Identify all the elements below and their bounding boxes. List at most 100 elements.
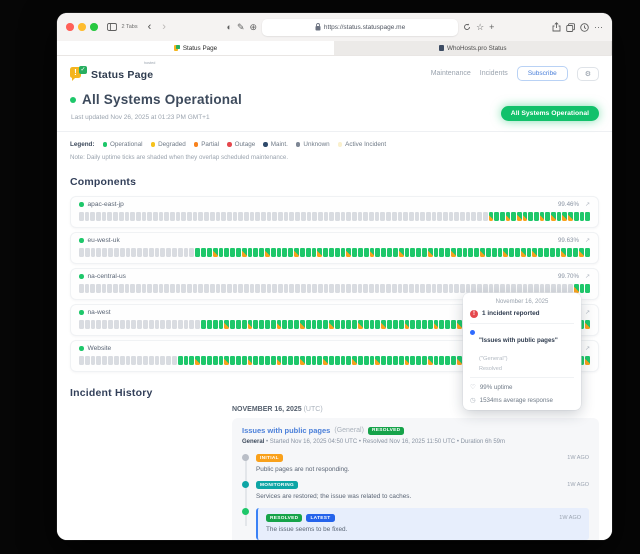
nav-maintenance[interactable]: Maintenance	[430, 70, 471, 77]
uptime-tick[interactable]	[160, 356, 166, 365]
uptime-tick[interactable]	[164, 212, 169, 221]
uptime-tick[interactable]	[482, 212, 488, 221]
appearance-icon[interactable]: ◐	[226, 21, 232, 32]
uptime-tick[interactable]	[131, 248, 137, 257]
uptime-tick[interactable]	[299, 356, 305, 365]
uptime-tick[interactable]	[166, 320, 171, 329]
settings-gear-button[interactable]: ⚙	[576, 66, 599, 81]
uptime-tick[interactable]	[511, 212, 516, 221]
uptime-tick[interactable]	[166, 248, 171, 257]
uptime-tick[interactable]	[170, 284, 175, 293]
uptime-tick[interactable]	[243, 212, 249, 221]
uptime-tick[interactable]	[306, 284, 312, 293]
uptime-tick[interactable]	[101, 212, 107, 221]
uptime-tick[interactable]	[235, 356, 241, 365]
uptime-tick[interactable]	[516, 284, 522, 293]
uptime-tick[interactable]	[340, 356, 346, 365]
site-logo[interactable]: ! ✓ Status Page hosted	[70, 61, 155, 83]
uptime-tick[interactable]	[584, 356, 590, 365]
uptime-tick[interactable]	[232, 284, 238, 293]
uptime-tick[interactable]	[201, 320, 206, 329]
external-link-icon[interactable]: ↗	[584, 238, 590, 244]
uptime-tick[interactable]	[427, 320, 433, 329]
uptime-tick[interactable]	[437, 284, 442, 293]
uptime-tick[interactable]	[124, 284, 130, 293]
uptime-tick[interactable]	[113, 320, 119, 329]
uptime-tick[interactable]	[172, 248, 177, 257]
uptime-tick[interactable]	[259, 320, 264, 329]
uptime-tick[interactable]	[544, 248, 549, 257]
uptime-tick[interactable]	[84, 320, 90, 329]
uptime-tick[interactable]	[108, 356, 113, 365]
uptime-tick[interactable]	[305, 356, 311, 365]
uptime-tick[interactable]	[247, 356, 253, 365]
uptime-tick[interactable]	[369, 356, 375, 365]
uptime-tick[interactable]	[410, 248, 416, 257]
uptime-tick[interactable]	[288, 248, 294, 257]
uptime-tick[interactable]	[562, 284, 568, 293]
uptime-tick[interactable]	[578, 248, 584, 257]
uptime-tick[interactable]	[177, 356, 183, 365]
uptime-tick[interactable]	[125, 320, 131, 329]
uptime-tick[interactable]	[141, 212, 147, 221]
uptime-tick[interactable]	[555, 248, 561, 257]
uptime-tick[interactable]	[509, 248, 514, 257]
uptime-tick-row[interactable]	[79, 212, 590, 221]
uptime-tick[interactable]	[249, 212, 255, 221]
uptime-tick[interactable]	[261, 284, 266, 293]
uptime-tick[interactable]	[195, 356, 201, 365]
uptime-tick[interactable]	[556, 212, 562, 221]
uptime-tick[interactable]	[137, 320, 142, 329]
uptime-tick[interactable]	[278, 212, 283, 221]
uptime-tick[interactable]	[363, 248, 369, 257]
uptime-tick[interactable]	[433, 248, 439, 257]
uptime-tick[interactable]	[107, 284, 113, 293]
uptime-tick[interactable]	[340, 212, 346, 221]
uptime-tick[interactable]	[392, 356, 398, 365]
uptime-tick[interactable]	[154, 320, 160, 329]
url-text[interactable]: https://status.statuspage.me	[323, 23, 406, 31]
uptime-tick[interactable]	[102, 356, 108, 365]
address-bar[interactable]: https://status.statuspage.me	[262, 18, 459, 36]
uptime-tick[interactable]	[238, 212, 243, 221]
uptime-tick[interactable]	[445, 248, 450, 257]
uptime-tick[interactable]	[545, 284, 551, 293]
uptime-tick[interactable]	[445, 356, 450, 365]
uptime-tick[interactable]	[265, 248, 270, 257]
uptime-tick[interactable]	[346, 284, 351, 293]
uptime-tick[interactable]	[181, 284, 187, 293]
uptime-tick[interactable]	[488, 284, 494, 293]
uptime-tick[interactable]	[416, 356, 421, 365]
uptime-tick[interactable]	[363, 320, 369, 329]
new-tab-icon[interactable]: +	[489, 21, 495, 32]
uptime-tick[interactable]	[505, 284, 511, 293]
uptime-tick[interactable]	[381, 320, 387, 329]
uptime-tick[interactable]	[443, 284, 448, 293]
uptime-tick[interactable]	[334, 248, 340, 257]
uptime-tick[interactable]	[96, 320, 102, 329]
uptime-tick[interactable]	[270, 320, 276, 329]
uptime-tick[interactable]	[241, 320, 247, 329]
nav-incidents[interactable]: Incidents	[479, 70, 508, 77]
uptime-tick[interactable]	[224, 248, 230, 257]
uptime-tick[interactable]	[209, 212, 215, 221]
uptime-tick[interactable]	[538, 248, 543, 257]
uptime-tick[interactable]	[113, 356, 119, 365]
uptime-tick[interactable]	[421, 320, 427, 329]
uptime-tick[interactable]	[585, 212, 590, 221]
uptime-tick[interactable]	[300, 284, 306, 293]
uptime-tick[interactable]	[416, 320, 421, 329]
uptime-tick[interactable]	[380, 284, 386, 293]
uptime-tick[interactable]	[305, 320, 311, 329]
uptime-tick[interactable]	[420, 212, 425, 221]
uptime-tick[interactable]	[108, 248, 113, 257]
uptime-tick[interactable]	[238, 284, 243, 293]
uptime-tick[interactable]	[381, 356, 387, 365]
uptime-tick[interactable]	[226, 284, 232, 293]
uptime-tick[interactable]	[420, 284, 425, 293]
bookmark-star-icon[interactable]: ☆	[476, 21, 485, 32]
uptime-tick[interactable]	[84, 212, 90, 221]
uptime-tick[interactable]	[323, 212, 329, 221]
uptime-tick[interactable]	[448, 284, 454, 293]
uptime-tick[interactable]	[334, 212, 340, 221]
